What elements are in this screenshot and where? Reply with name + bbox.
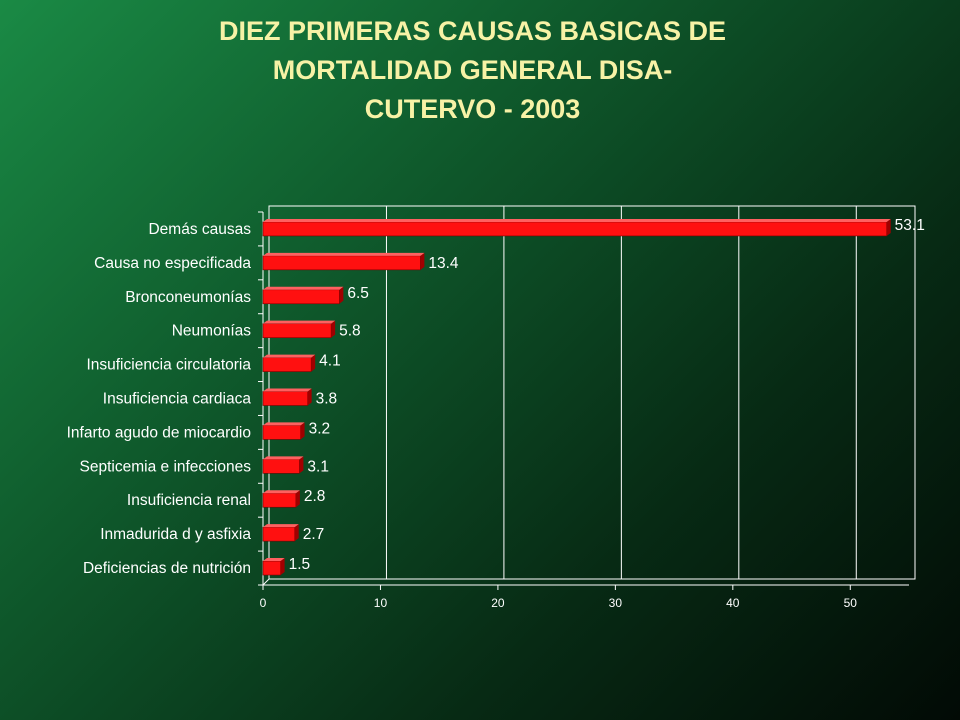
value-label: 3.1: [307, 458, 329, 475]
bar-layer: [262, 218, 891, 576]
bar-side: [339, 286, 344, 304]
chart-title: DIEZ PRIMERAS CAUSAS BASICAS DE MORTALID…: [0, 12, 945, 129]
bar-side: [280, 558, 285, 576]
category-label: Bronconeumonías: [125, 289, 251, 306]
category-label: Inmadurida d y asfixia: [100, 526, 251, 543]
bar: [262, 221, 887, 237]
category-label: Insuficiencia circulatoria: [86, 357, 251, 374]
x-tick-label: 20: [491, 596, 505, 610]
bar-side: [886, 218, 891, 236]
axis-depth-line: [262, 578, 270, 586]
label-layer: 0 10 20 30 40 50 Demás causas 53.1 Causa no espe…: [67, 217, 925, 610]
bar: [262, 391, 308, 406]
bar-side: [307, 388, 312, 406]
x-tick-label: 40: [726, 596, 740, 610]
x-tick-label: 10: [374, 596, 388, 610]
category-label: Insuficiencia cardiaca: [103, 391, 252, 408]
title-line-3: CUTERVO - 2003: [364, 94, 581, 124]
value-label: 3.2: [309, 420, 331, 437]
value-label: 53.1: [895, 217, 925, 234]
title-line-1: DIEZ PRIMERAS CAUSAS BASICAS DE: [218, 16, 727, 46]
bar: [262, 425, 301, 440]
category-label: Demás causas: [148, 221, 251, 238]
value-label: 6.5: [347, 285, 369, 302]
bar: [262, 492, 297, 508]
bar: [262, 560, 281, 576]
bar-top: [263, 286, 344, 290]
value-label: 1.5: [289, 556, 311, 573]
value-label: 13.4: [428, 255, 459, 272]
bar-top: [263, 218, 891, 222]
bar-top: [263, 354, 316, 358]
title-line-2: MORTALIDAD GENERAL DISA-: [272, 55, 673, 85]
category-label: Neumonías: [172, 323, 252, 340]
bar-top: [263, 490, 300, 494]
bar-top: [263, 558, 285, 562]
category-label: Septicemia e infecciones: [80, 458, 252, 475]
bar-top: [263, 422, 305, 426]
bar-top: [263, 456, 304, 460]
bar-side: [311, 354, 316, 372]
bar-side: [299, 456, 304, 474]
category-label: Deficiencias de nutrición: [83, 560, 251, 577]
bar-top: [263, 388, 312, 392]
bar: [262, 459, 300, 474]
bar-side: [300, 422, 305, 440]
bar-side: [295, 490, 300, 508]
bar: [262, 526, 296, 542]
bar-top: [263, 320, 336, 324]
bar-top: [263, 524, 299, 528]
bar: [262, 255, 421, 271]
value-label: 4.1: [319, 353, 341, 370]
category-label: Infarto agudo de miocardio: [67, 424, 251, 441]
x-tick-label: 0: [260, 596, 267, 610]
value-label: 5.8: [339, 323, 361, 340]
bar: [262, 289, 340, 305]
bar-top: [263, 252, 425, 256]
bar-side: [420, 252, 425, 270]
x-tick-label: 30: [609, 596, 623, 610]
category-label: Causa no especificada: [94, 255, 251, 272]
bar-side: [294, 524, 299, 542]
x-tick-label: 50: [844, 596, 858, 610]
grid-layer: [268, 205, 916, 580]
bar-side: [331, 320, 336, 338]
value-label: 2.8: [304, 488, 326, 505]
value-label: 2.7: [303, 526, 325, 543]
bar: [262, 323, 332, 338]
value-label: 3.8: [316, 391, 338, 408]
bar: [262, 357, 312, 372]
category-label: Insuficiencia renal: [127, 492, 251, 509]
